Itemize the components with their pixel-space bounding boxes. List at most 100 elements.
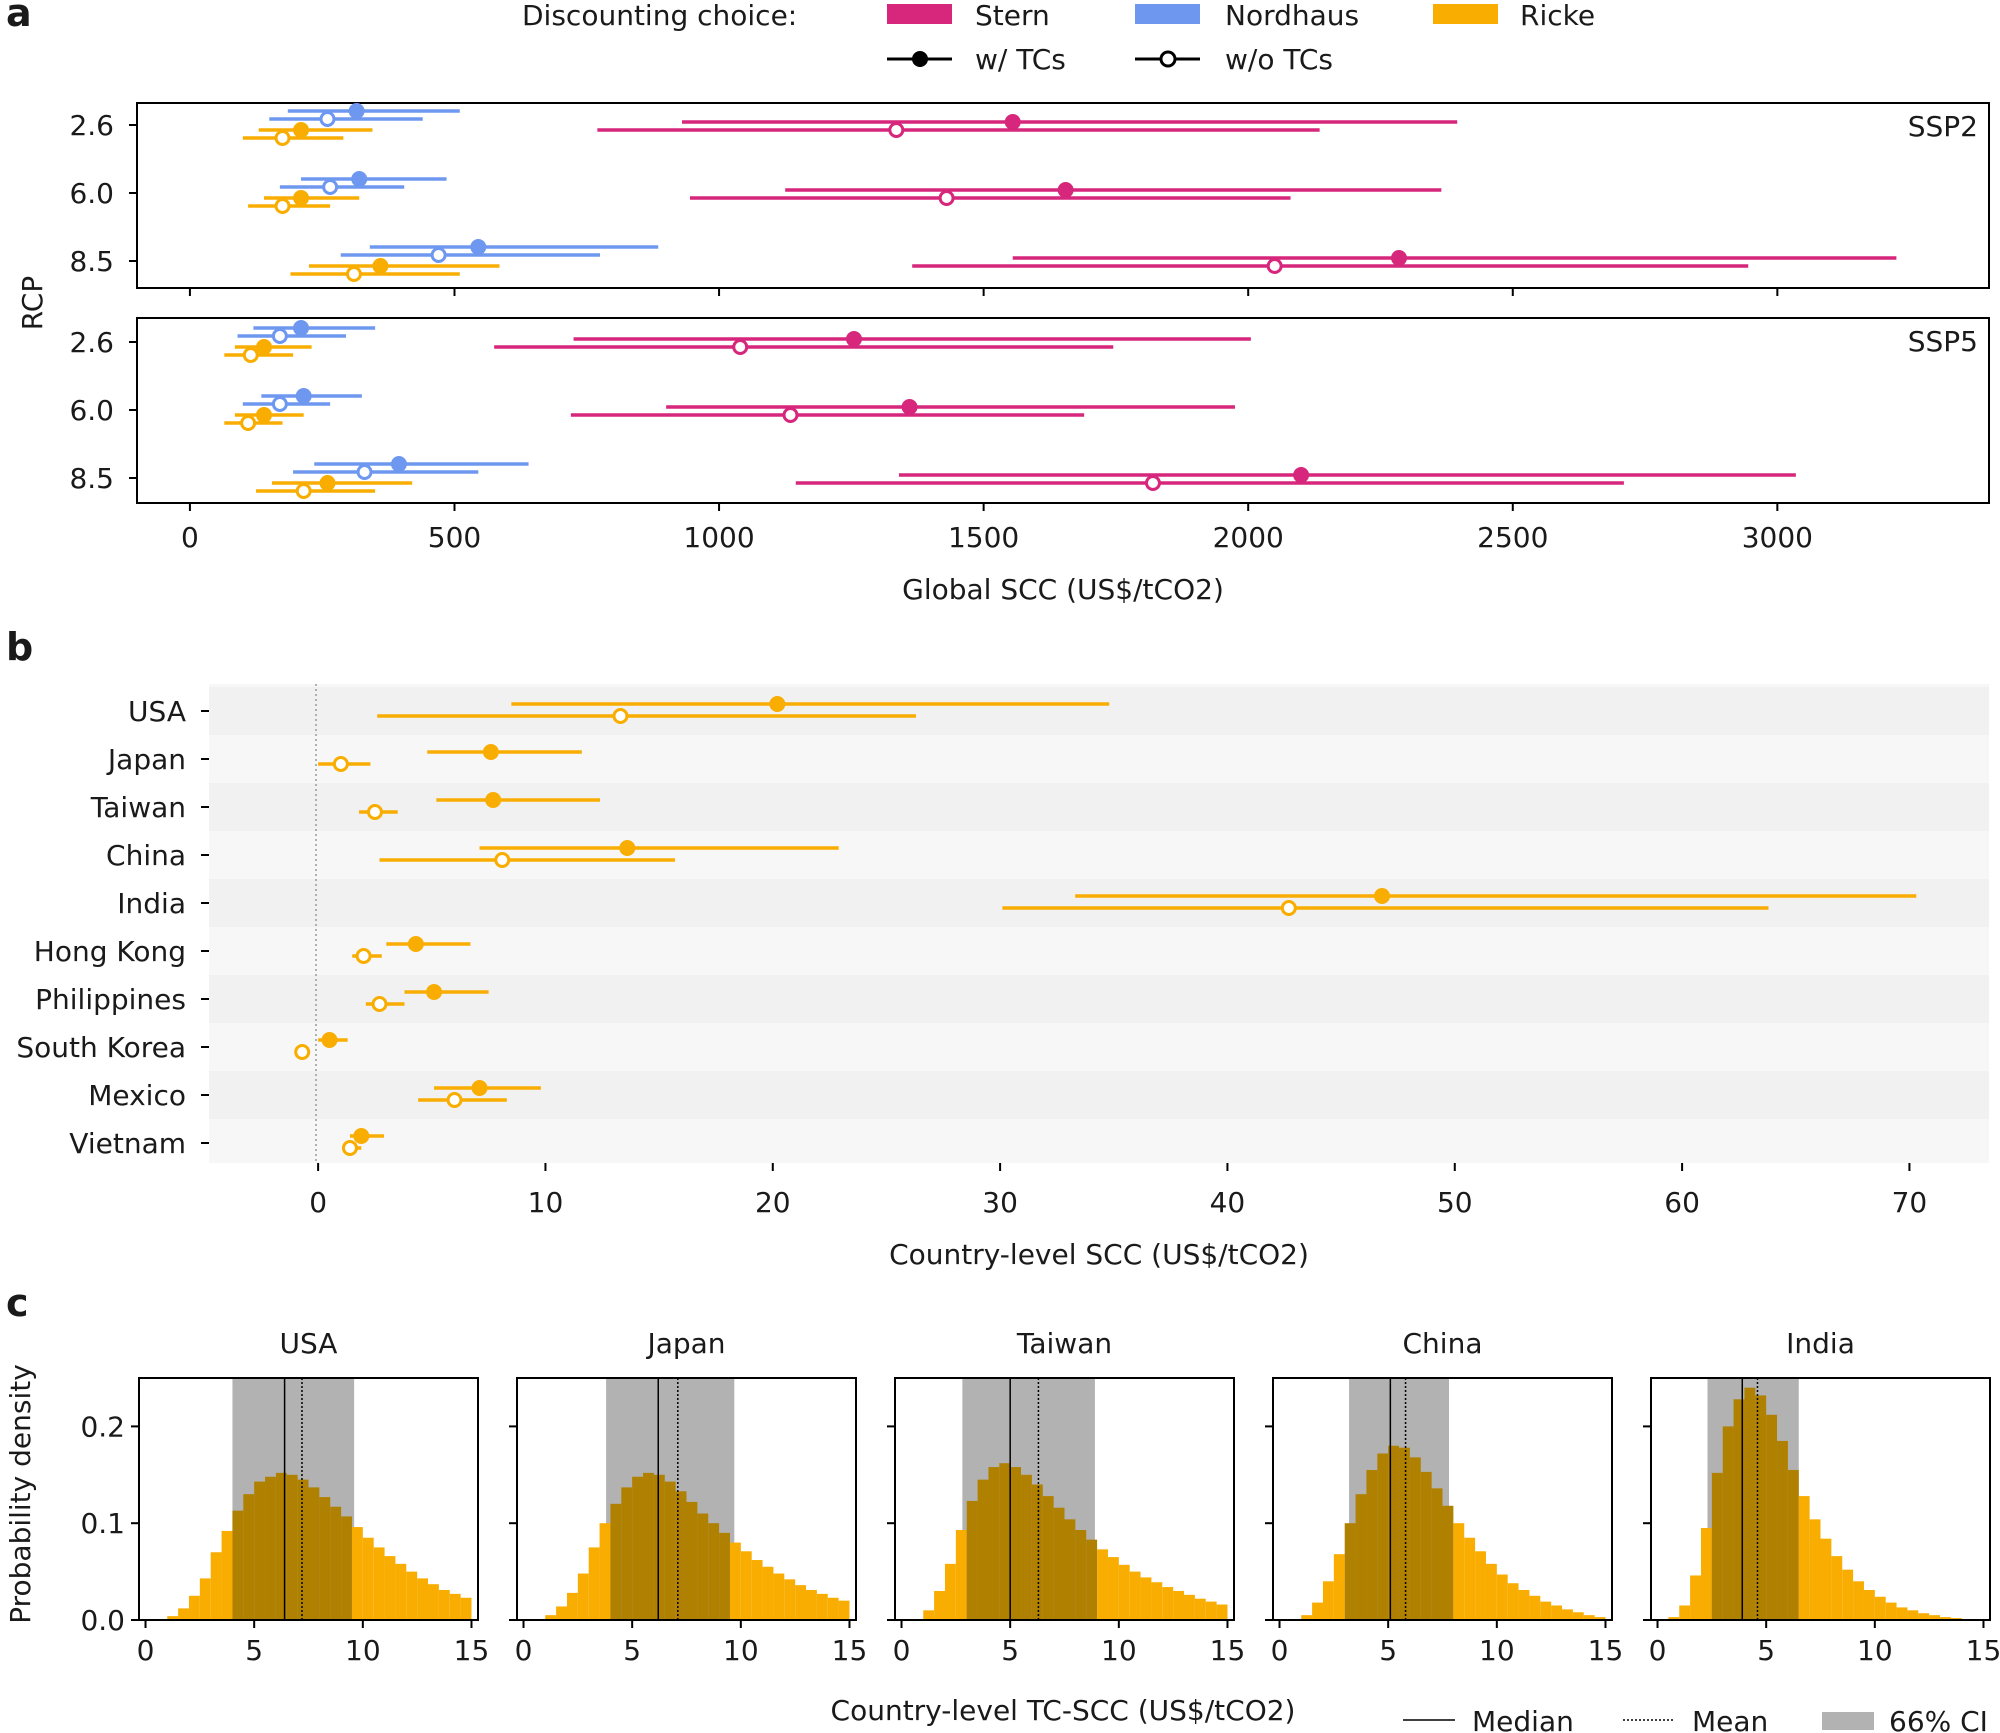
ssp2-ricke-rcp8-5-without-tc-point xyxy=(345,266,362,282)
hist-bar xyxy=(1874,1596,1886,1620)
japan-without-tc-point xyxy=(332,756,349,772)
hist-bar xyxy=(308,1487,320,1620)
hist-bar xyxy=(1388,1445,1400,1620)
ssp5-nordhaus-rcp6-0-with-tc-point xyxy=(295,388,312,404)
ssp5-label: SSP5 xyxy=(1908,325,1978,358)
hist-bar xyxy=(1333,1554,1345,1620)
ssp2-nordhaus-rcp6-0-with-tc-point xyxy=(351,171,368,187)
legend-marker-without-tc xyxy=(1159,50,1177,68)
hist-bar xyxy=(1086,1539,1098,1620)
hist-bar xyxy=(1355,1494,1367,1620)
hist-bar xyxy=(1766,1414,1778,1620)
hist-bar xyxy=(1205,1601,1217,1620)
legend-marker-with-tc xyxy=(912,51,928,67)
hist-bar xyxy=(1053,1507,1065,1620)
hong-kong-with-tc-point xyxy=(407,936,424,952)
vietnam-with-tc-point xyxy=(353,1128,370,1144)
country-south-korea xyxy=(294,1032,348,1060)
ssp5-nordhaus-rcp2-6-with-tc-point xyxy=(293,320,310,336)
c-xtick-label: 10 xyxy=(1857,1634,1893,1667)
ssp5-nordhaus-rcp8-5-without-tc-point xyxy=(356,464,373,480)
axes-frame xyxy=(516,1377,857,1621)
hist-bar xyxy=(719,1532,730,1620)
ylabel-c: Probability density xyxy=(4,1364,37,1624)
legend-a: Discounting choice: Stern Nordhaus Ricke… xyxy=(522,0,1595,76)
hist-bar xyxy=(740,1551,752,1620)
hist-bar xyxy=(762,1566,774,1620)
hist-bar xyxy=(1453,1523,1465,1620)
legend-mean-label: Mean xyxy=(1692,1705,1768,1733)
hist-bar xyxy=(210,1552,222,1620)
hist-bar xyxy=(1885,1602,1897,1620)
histogram-taiwan: Taiwan 0 5 10 15 xyxy=(887,1327,1245,1667)
subplot-ssp2 xyxy=(242,103,1897,282)
c-xtick-label: 5 xyxy=(1001,1634,1019,1667)
ssp2-axes xyxy=(136,102,1990,289)
ssp2-ricke-rcp6-0-without-tc-point xyxy=(274,198,291,214)
hist-bar xyxy=(1366,1469,1378,1620)
country-label-vietnam: Vietnam xyxy=(69,1127,186,1160)
histogram-area-japan xyxy=(545,1378,850,1620)
hist-bar xyxy=(664,1481,676,1620)
a-xtick-label: 3000 xyxy=(1742,521,1813,554)
ssp5-ricke-rcp8-5-with-tc-point xyxy=(319,475,336,491)
ssp2-stern-rcp2-6-with-tc-point xyxy=(1004,114,1021,130)
hist-bar xyxy=(1475,1551,1486,1620)
hist-bar xyxy=(1907,1610,1919,1620)
hist-bar xyxy=(675,1491,687,1620)
hist-bar xyxy=(1929,1615,1941,1620)
row-band xyxy=(209,879,1989,927)
ssp5-stern-rcp6-0-without-tc-point xyxy=(782,407,799,423)
a-xtick-label: 2500 xyxy=(1477,521,1548,554)
c-xtick-label: 5 xyxy=(623,1634,641,1667)
histogram-area-india xyxy=(1668,1378,1984,1620)
c-xtick-label: 5 xyxy=(245,1634,263,1667)
hist-bar xyxy=(1420,1471,1432,1620)
hist-bar xyxy=(1583,1615,1595,1620)
taiwan-without-tc-point xyxy=(366,804,383,820)
hist-bar xyxy=(686,1501,698,1620)
c-xtick-label: 10 xyxy=(723,1634,759,1667)
row-band xyxy=(209,1071,1989,1119)
subplot-ssp5 xyxy=(224,320,1796,499)
country-china xyxy=(379,840,839,868)
ssp2-ricke-rcp6-0-with-tc-point xyxy=(293,190,310,206)
c-xtick-label: 0 xyxy=(893,1634,911,1667)
hist-bar xyxy=(1140,1577,1152,1620)
ssp5-stern-rcp2-6-without-tc-point xyxy=(732,339,749,355)
country-philippines xyxy=(365,984,489,1012)
hist-bar xyxy=(1529,1595,1541,1620)
hist-bar xyxy=(1918,1613,1930,1620)
histogram-india: India 0 5 10 15 xyxy=(1643,1327,2000,1667)
panel-label-c: c xyxy=(6,1281,29,1325)
hist-bar xyxy=(178,1608,189,1620)
hist-bar xyxy=(1777,1440,1788,1620)
legend-title: Discounting choice: xyxy=(522,0,797,32)
hist-bar xyxy=(199,1578,211,1620)
c-xtick-label: 15 xyxy=(832,1634,868,1667)
hist-bar xyxy=(319,1497,331,1620)
south-korea-with-tc-point xyxy=(321,1032,338,1048)
legend-swatch-nordhaus xyxy=(1135,4,1200,24)
hist-bar xyxy=(944,1563,956,1620)
hist-bar xyxy=(221,1530,233,1620)
ssp5-stern-rcp6-0-with-tc-point xyxy=(901,399,918,415)
country-label-hong-kong: Hong Kong xyxy=(34,935,186,968)
hist-bar xyxy=(795,1585,807,1620)
hist-bar xyxy=(438,1589,450,1620)
legend-label-without-tc: w/o TCs xyxy=(1225,43,1333,76)
country-mexico xyxy=(418,1080,541,1108)
usa-without-tc-point xyxy=(612,708,629,724)
philippines-without-tc-point xyxy=(371,996,388,1012)
panel-title-usa: USA xyxy=(280,1327,338,1360)
hist-bar xyxy=(1151,1582,1163,1620)
philippines-with-tc-point xyxy=(426,984,443,1000)
hist-bar xyxy=(1551,1605,1563,1620)
ssp5-stern-rcp8-5-without-tc-point xyxy=(1144,475,1161,491)
hist-bar xyxy=(1322,1581,1334,1620)
histogram-china: China 0 5 10 15 xyxy=(1265,1327,1623,1667)
ssp2-nordhaus-rcp6-0-without-tc-point xyxy=(322,179,339,195)
china-with-tc-point xyxy=(619,840,636,856)
a-xtick-label: 1000 xyxy=(683,521,754,554)
hist-bar xyxy=(275,1472,287,1620)
